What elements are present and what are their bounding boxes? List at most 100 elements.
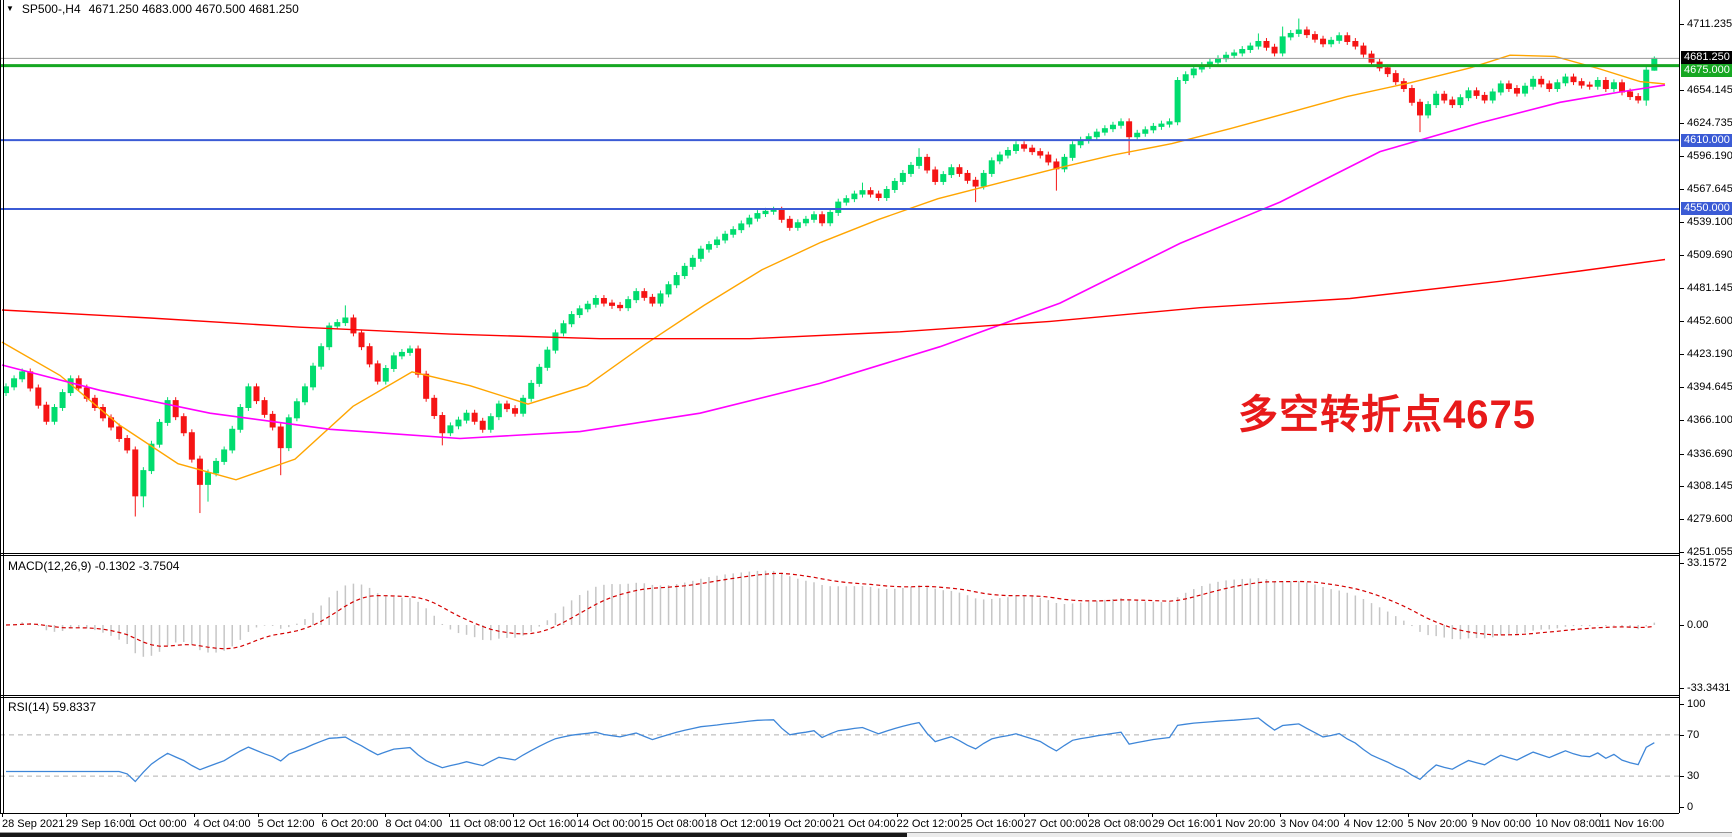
candle-down [1029,147,1036,153]
candle-up [980,172,987,187]
candle-up [237,406,244,430]
horizontal-scrollbar[interactable] [0,832,1732,837]
candle-up [447,425,454,434]
candle-up [948,167,955,176]
rsi-tick-mark [1680,734,1684,736]
macd-axis-label: 0.00 [1687,619,1709,631]
candle-up [560,323,567,334]
candle-down [1546,83,1553,90]
chart-title: ▼ SP500-,H4 4671.250 4683.000 4670.500 4… [6,2,299,16]
time-tick-label: 21 Oct 04:00 [832,818,896,830]
time-tick-label: 5 Nov 20:00 [1407,818,1468,830]
candle-down [1126,121,1133,138]
candle-down [1271,46,1278,54]
candle-up [1109,124,1116,130]
candle-up [1101,128,1108,133]
candle-down [875,193,882,199]
candle-up [342,317,349,324]
price-tick-mark [1680,486,1684,488]
candle-down [1619,82,1625,93]
time-tick-label: 28 Sep 2021 [2,818,65,830]
main-chart-panel[interactable] [0,0,1679,553]
candle-up [520,397,527,414]
candle-up [899,172,906,182]
panel-separator[interactable] [0,553,1732,554]
symbol-dropdown-icon[interactable]: ▼ [6,4,14,13]
candle-up [1134,132,1141,138]
candle-down [415,348,422,375]
price-tick-mark [1680,354,1684,356]
candle-up [1497,83,1504,93]
time-tick-label: 12 Oct 16:00 [513,818,577,830]
candle-up [1425,104,1432,116]
panel-separator[interactable] [0,695,1732,696]
text-annotation[interactable]: 多空转折点4675 [1238,393,1536,437]
price-tick-mark [1680,221,1684,223]
candle-up [1530,78,1537,87]
candle-down [1045,154,1052,163]
price-tick-mark [1680,255,1684,257]
time-tick-mark [1152,814,1154,817]
scrollbar-thumb[interactable] [0,833,907,837]
macd-panel[interactable] [0,556,1679,695]
candle-up [891,180,898,190]
panel-separator[interactable] [0,555,1732,556]
candle-up [245,386,252,408]
time-tick-label: 1 Nov 20:00 [1216,818,1276,830]
macd-signal-line [5,572,1655,650]
candle-down [1602,79,1609,90]
rsi-indicator-label: RSI(14) 59.8337 [8,700,97,714]
price-axis[interactable]: 4711.235 4654.145 4624.735 4596.190 4567.645… [1679,0,1732,813]
price-tick-label: 4624.735 [1687,117,1732,130]
candle-down [1449,99,1456,106]
rsi-panel[interactable] [0,699,1679,812]
price-tick-label: 4481.145 [1687,282,1732,294]
macd-tick-mark [1680,625,1684,626]
rsi-tick-mark [1680,807,1684,808]
time-tick-mark [577,814,579,817]
time-tick-label: 4 Nov 12:00 [1343,818,1404,830]
candle-down [932,169,939,182]
price-badge: 4610.000 [1681,133,1732,147]
candle-up [738,223,745,231]
candle-up [455,419,462,427]
candle-up [19,371,26,380]
candle-down [1417,101,1423,116]
time-tick-label: 3 Nov 04:00 [1280,818,1340,830]
chart-left-border [3,0,4,813]
candle-down [1441,93,1448,101]
price-tick-label: 4366.100 [1687,414,1732,426]
panel-separator[interactable] [0,697,1732,698]
candle-up [544,349,551,368]
price-tick-mark [1680,320,1684,322]
price-tick-mark [1680,420,1684,421]
price-tick-label: 4279.600 [1687,513,1732,526]
candle-up [754,213,761,219]
price-tick-mark [1680,188,1684,190]
candle-up [802,218,809,224]
candle-up [552,332,559,351]
candle-down [819,214,826,224]
time-tick-mark [129,814,131,817]
candle-down [277,426,284,449]
candle-down [964,172,971,181]
candle-up [1287,32,1294,38]
time-axis[interactable]: 28 Sep 2021 29 Sep 16:00 1 Oct 00:00 4 Oct … [0,813,1679,832]
symbol-period-label: SP500-,H4 [21,2,81,16]
candle-up [390,355,397,369]
candle-up [665,284,672,295]
time-tick-mark [1024,814,1026,817]
candle-up [1166,121,1173,125]
price-badge: 4550.000 [1681,202,1732,216]
macd-axis-label: -33.3431 [1687,681,1731,694]
price-tick-mark [1680,453,1684,455]
candle-up [770,209,777,212]
price-tick-mark [1680,23,1684,25]
time-tick-label: 9 Nov 00:00 [1471,818,1532,830]
candle-up [528,382,535,399]
candle-up [398,351,405,357]
candle-down [1360,45,1367,55]
candle-up [229,428,236,451]
candle-down [253,386,260,402]
